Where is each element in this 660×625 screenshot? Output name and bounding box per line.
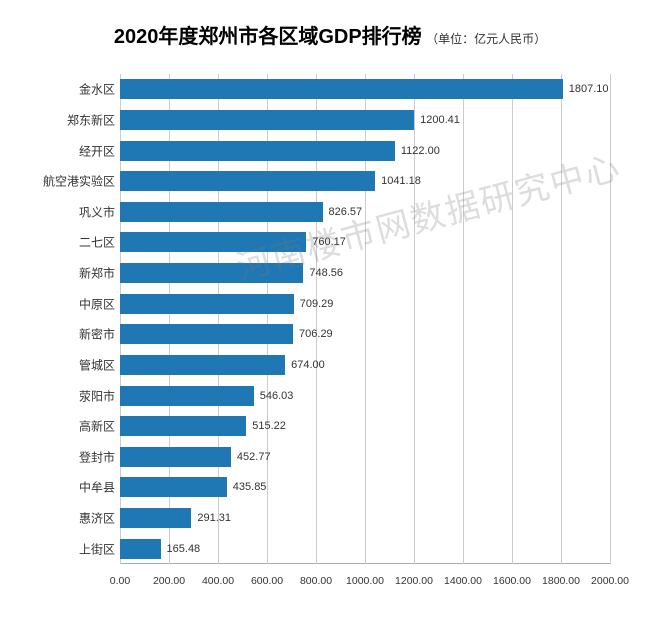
bar-value-label: 760.17 (306, 236, 346, 248)
y-tick-label: 航空港实验区 (43, 173, 115, 190)
y-tick-label: 管城区 (79, 356, 115, 373)
x-axis-labels: 0.00200.00400.00600.00800.001000.001200.… (120, 569, 610, 599)
y-tick-label: 经开区 (79, 142, 115, 159)
gridline (512, 74, 513, 564)
x-tick-label: 0.00 (110, 575, 130, 587)
bar-row: 435.85 (120, 477, 227, 497)
chart-title: 2020年度郑州市各区域GDP排行榜 (114, 26, 422, 48)
bar-value-label: 515.22 (246, 420, 286, 432)
y-tick-label: 新密市 (79, 326, 115, 343)
y-axis-labels: 金水区郑东新区经开区航空港实验区巩义市二七区新郑市中原区新密市管城区荥阳市高新区… (30, 74, 115, 564)
bar (120, 110, 414, 130)
bar (120, 324, 293, 344)
bar-value-label: 1807.10 (563, 83, 609, 95)
plot-area: 1807.10 1200.41 1122.00 1041.18 826.57 760.17… (120, 74, 610, 564)
bar (120, 263, 303, 283)
bar (120, 294, 294, 314)
x-tick-label: 1600.00 (493, 575, 531, 587)
bar-value-label: 291.31 (191, 512, 231, 524)
gridline (463, 74, 464, 564)
y-tick-label: 惠济区 (79, 510, 115, 527)
bar (120, 79, 563, 99)
bar (120, 508, 191, 528)
x-tick-label: 2000.00 (591, 575, 629, 587)
x-tick-label: 1800.00 (542, 575, 580, 587)
bar-value-label: 826.57 (323, 206, 363, 218)
y-tick-label: 高新区 (79, 418, 115, 435)
bar (120, 171, 375, 191)
y-tick-label: 二七区 (79, 234, 115, 251)
y-tick-label: 郑东新区 (67, 111, 115, 128)
bar (120, 447, 231, 467)
x-tick-label: 1200.00 (395, 575, 433, 587)
bar-row: 546.03 (120, 386, 254, 406)
bar-value-label: 1041.18 (375, 175, 421, 187)
bar-value-label: 674.00 (285, 359, 325, 371)
bar-row: 1807.10 (120, 79, 563, 99)
bar-row: 452.77 (120, 447, 231, 467)
bar-row: 826.57 (120, 202, 323, 222)
x-tick-label: 200.00 (153, 575, 185, 587)
bar-row: 674.00 (120, 355, 285, 375)
bar-value-label: 165.48 (161, 543, 201, 555)
chart-subtitle: （单位：亿元人民币） (426, 32, 546, 46)
bar (120, 141, 395, 161)
plot: 金水区郑东新区经开区航空港实验区巩义市二七区新郑市中原区新密市管城区荥阳市高新区… (30, 74, 630, 599)
chart-container: 2020年度郑州市各区域GDP排行榜 （单位：亿元人民币） 金水区郑东新区经开区… (0, 0, 660, 625)
bar-row: 706.29 (120, 324, 293, 344)
bar-value-label: 709.29 (294, 298, 334, 310)
bar (120, 232, 306, 252)
bar-row: 1122.00 (120, 141, 395, 161)
bar-value-label: 1200.41 (414, 114, 460, 126)
bar (120, 477, 227, 497)
bar (120, 539, 161, 559)
bar (120, 386, 254, 406)
bar-value-label: 546.03 (254, 390, 294, 402)
bar-row: 291.31 (120, 508, 191, 528)
y-tick-label: 登封市 (79, 448, 115, 465)
x-tick-label: 1400.00 (444, 575, 482, 587)
y-tick-label: 荥阳市 (79, 387, 115, 404)
bar-value-label: 748.56 (303, 267, 343, 279)
bar-row: 748.56 (120, 263, 303, 283)
bar-value-label: 706.29 (293, 328, 333, 340)
y-tick-label: 中原区 (79, 295, 115, 312)
x-tick-label: 1000.00 (346, 575, 384, 587)
bar (120, 416, 246, 436)
chart-title-row: 2020年度郑州市各区域GDP排行榜 （单位：亿元人民币） (30, 20, 630, 49)
bar (120, 202, 323, 222)
bar-row: 1041.18 (120, 171, 375, 191)
bar-row: 1200.41 (120, 110, 414, 130)
y-tick-label: 新郑市 (79, 265, 115, 282)
bar-row: 760.17 (120, 232, 306, 252)
gridline (561, 74, 562, 564)
bar-row: 515.22 (120, 416, 246, 436)
x-tick-label: 400.00 (202, 575, 234, 587)
bar (120, 355, 285, 375)
x-tick-label: 800.00 (300, 575, 332, 587)
bar-value-label: 452.77 (231, 451, 271, 463)
y-tick-label: 上街区 (79, 540, 115, 557)
bar-row: 165.48 (120, 539, 161, 559)
y-tick-label: 中牟县 (79, 479, 115, 496)
gridline (610, 74, 611, 564)
bar-value-label: 1122.00 (395, 145, 440, 157)
x-tick-label: 600.00 (251, 575, 283, 587)
y-tick-label: 巩义市 (79, 203, 115, 220)
bar-value-label: 435.85 (227, 481, 267, 493)
bar-row: 709.29 (120, 294, 294, 314)
y-tick-label: 金水区 (79, 81, 115, 98)
